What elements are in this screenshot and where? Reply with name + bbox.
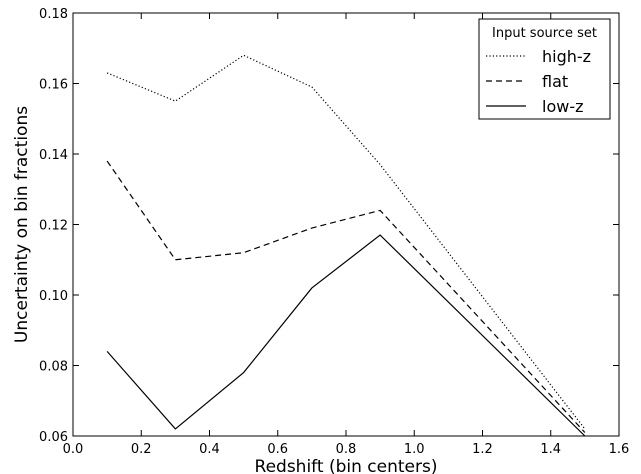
legend-label-low-z: low-z — [542, 97, 584, 116]
y-axis-label: Uncertainty on bin fractions — [12, 106, 32, 343]
legend-title: Input source set — [492, 26, 597, 41]
x-tick-label: 1.0 — [404, 442, 425, 457]
legend-label-flat: flat — [542, 72, 568, 91]
y-tick-label: 0.14 — [39, 148, 68, 163]
legend: Input source set high-z flat low-z — [478, 18, 611, 120]
x-tick-label: 1.6 — [609, 442, 630, 457]
x-tick-label: 0.4 — [199, 442, 220, 457]
x-axis-label: Redshift (bin centers) — [255, 457, 438, 474]
x-tick-label: 0.0 — [63, 442, 84, 457]
x-tick-label: 0.2 — [131, 442, 152, 457]
y-tick-label: 0.18 — [39, 7, 68, 22]
x-tick-label: 1.4 — [540, 442, 561, 457]
y-tick-label: 0.08 — [39, 360, 68, 375]
series-line-flat — [106, 160, 586, 433]
series-line-low-z — [106, 234, 586, 437]
x-tick-label: 1.2 — [472, 442, 493, 457]
legend-box — [478, 18, 611, 120]
legend-label-high-z: high-z — [542, 47, 591, 66]
y-tick-label: 0.12 — [39, 219, 68, 234]
ticks-layer: 0.0 0.2 0.4 0.6 0.8 1.0 1.2 1.4 1.6 0.06 0.08 0.10 0… — [39, 7, 629, 457]
y-tick-label: 0.16 — [39, 78, 68, 93]
x-tick-label: 0.6 — [267, 442, 288, 457]
series-layer — [106, 54, 586, 437]
y-tick-label: 0.06 — [39, 430, 68, 445]
x-tick-label: 0.8 — [336, 442, 357, 457]
series-line-high-z — [106, 54, 586, 430]
y-tick-label: 0.10 — [39, 289, 68, 304]
